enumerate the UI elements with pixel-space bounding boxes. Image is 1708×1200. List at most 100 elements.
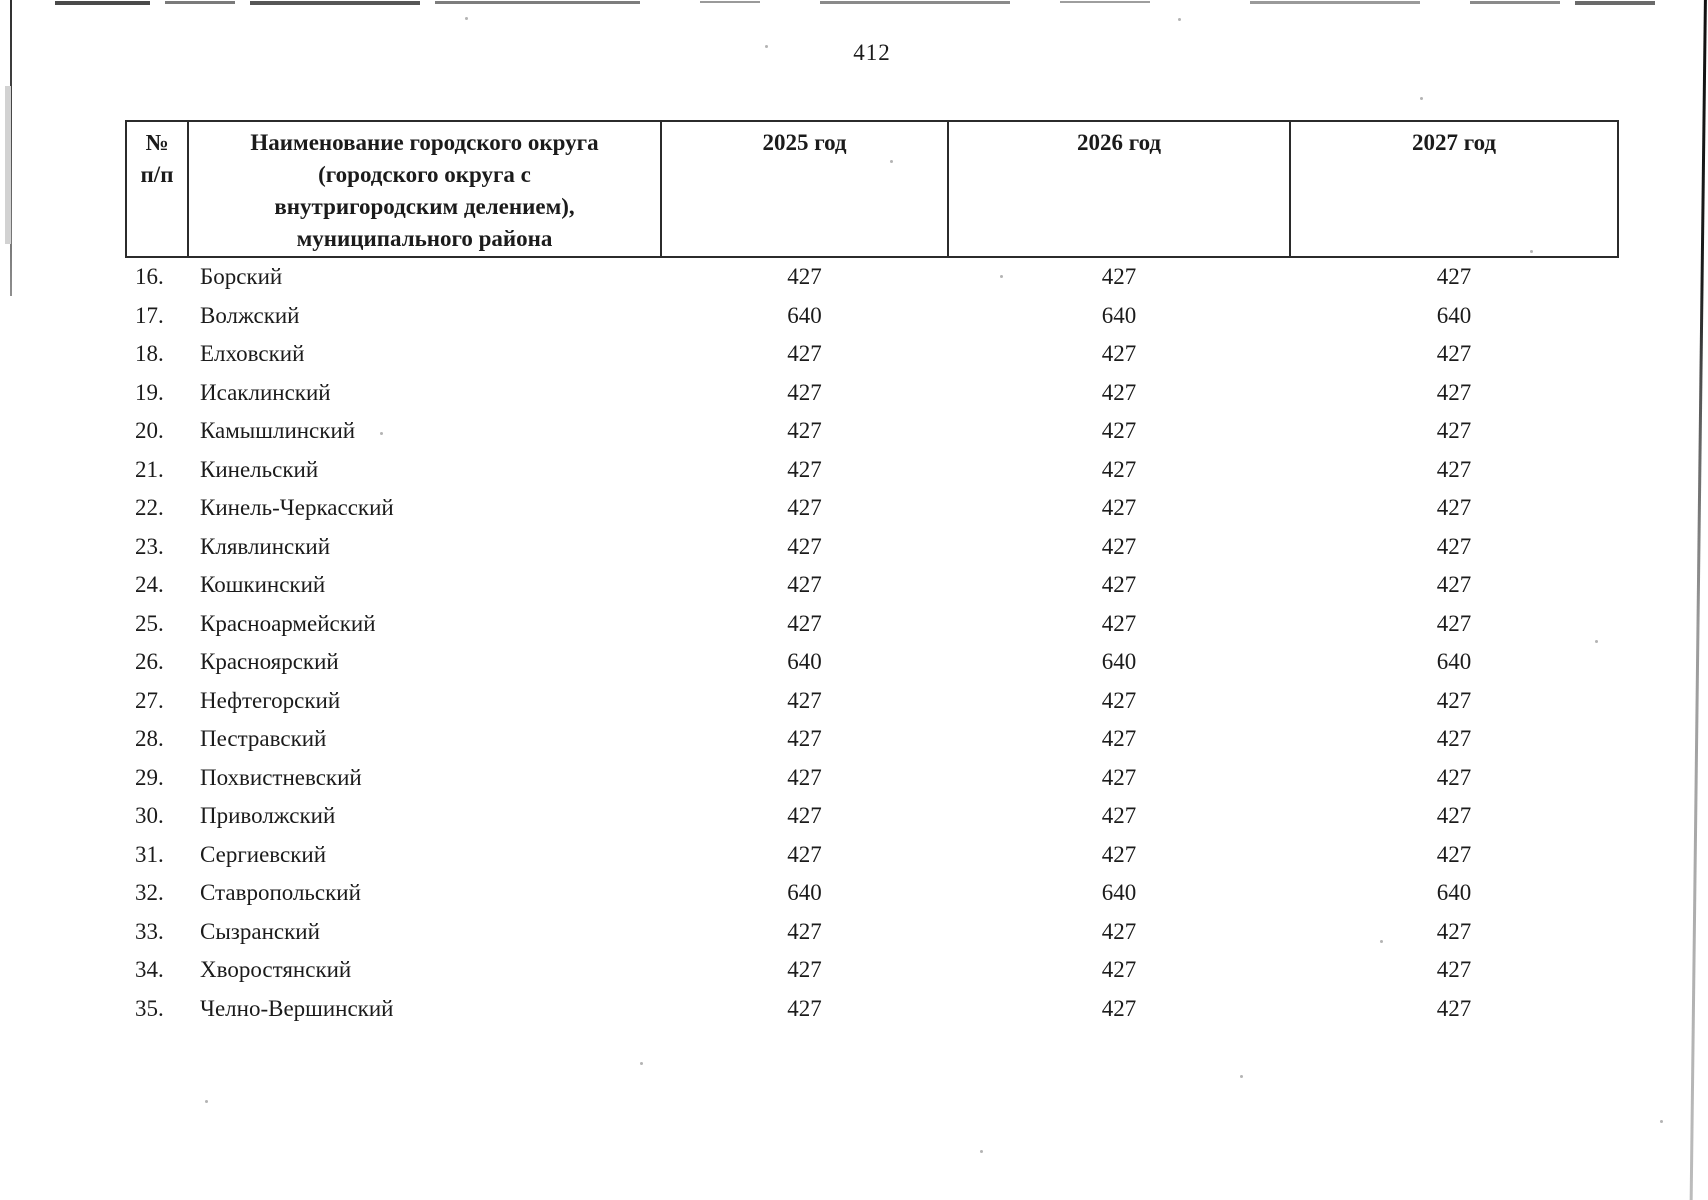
row-number: 25. bbox=[135, 610, 164, 636]
district-name: Кинель-Черкасский bbox=[200, 495, 394, 521]
row-number: 29. bbox=[135, 764, 164, 790]
value-2025: 427 bbox=[787, 841, 822, 867]
value-2026: 427 bbox=[1101, 533, 1137, 559]
district-name: Кинельский bbox=[200, 456, 319, 482]
row-number: 17. bbox=[135, 302, 164, 328]
value-2027: 427 bbox=[1436, 764, 1472, 790]
table-row: 17. Волжский 640 640 640 bbox=[126, 297, 1618, 336]
scan-speck bbox=[980, 1150, 983, 1153]
scan-speck bbox=[1420, 97, 1423, 100]
value-2027: 427 bbox=[1436, 841, 1472, 867]
district-name: Приволжский bbox=[200, 803, 336, 829]
value-2027: 427 bbox=[1436, 918, 1472, 944]
district-name: Челно-Вершинский bbox=[200, 995, 394, 1021]
dash-segment bbox=[165, 1, 235, 4]
value-2027: 427 bbox=[1436, 418, 1472, 444]
row-number: 24. bbox=[135, 572, 164, 598]
table-row: 21. Кинельский 427 427 427 bbox=[126, 451, 1618, 490]
value-2026: 427 bbox=[1101, 957, 1137, 983]
value-2026: 427 bbox=[1101, 687, 1137, 713]
value-2027: 427 bbox=[1436, 495, 1472, 521]
value-2025: 427 bbox=[787, 341, 822, 367]
scan-speck bbox=[765, 45, 768, 48]
district-name: Похвистневский bbox=[200, 764, 362, 790]
value-2026: 427 bbox=[1101, 918, 1137, 944]
col-header-2026: 2026 год bbox=[947, 120, 1291, 258]
value-2027: 427 bbox=[1436, 572, 1472, 598]
table-row: 18. Елховский 427 427 427 bbox=[126, 335, 1618, 374]
dash-segment bbox=[1250, 1, 1420, 4]
scan-speck bbox=[465, 17, 468, 20]
value-2025: 427 bbox=[787, 610, 822, 636]
table-header-row: № п/п Наименование городского округа (го… bbox=[125, 120, 1619, 258]
value-2027: 640 bbox=[1436, 302, 1472, 328]
table-row: 34. Хворостянский 427 427 427 bbox=[126, 951, 1618, 990]
table-row: 28. Пестравский 427 427 427 bbox=[126, 720, 1618, 759]
value-2027: 427 bbox=[1436, 379, 1472, 405]
row-number: 27. bbox=[135, 687, 164, 713]
value-2027: 427 bbox=[1436, 264, 1472, 290]
district-name: Ставропольский bbox=[200, 880, 361, 906]
table-row: 16. Борский 427 427 427 bbox=[126, 257, 1618, 297]
district-name: Сергиевский bbox=[200, 841, 327, 867]
col-header-name: Наименование городского округа (городско… bbox=[187, 120, 662, 258]
row-number: 22. bbox=[135, 495, 164, 521]
dash-segment bbox=[55, 1, 150, 5]
table-row: 26. Красноярский 640 640 640 bbox=[126, 643, 1618, 682]
value-2025: 427 bbox=[787, 456, 822, 482]
value-2027: 640 bbox=[1436, 649, 1472, 675]
dash-segment bbox=[1575, 1, 1655, 5]
district-name: Красноярский bbox=[200, 649, 339, 675]
scan-artifact-left-edge bbox=[10, 0, 12, 296]
value-2026: 427 bbox=[1101, 610, 1137, 636]
row-number: 16. bbox=[135, 264, 164, 290]
row-number: 34. bbox=[135, 957, 164, 983]
value-2025: 427 bbox=[787, 726, 822, 752]
row-number: 18. bbox=[135, 341, 164, 367]
value-2027: 427 bbox=[1436, 456, 1472, 482]
district-name: Пестравский bbox=[200, 726, 327, 752]
table-row: 30. Приволжский 427 427 427 bbox=[126, 797, 1618, 836]
districts-table: № п/п Наименование городского округа (го… bbox=[125, 120, 1619, 1028]
scan-speck bbox=[1000, 275, 1003, 278]
table-row: 35. Челно-Вершинский 427 427 427 bbox=[126, 990, 1618, 1029]
row-number: 31. bbox=[135, 841, 164, 867]
scan-speck bbox=[205, 1100, 208, 1103]
scan-speck bbox=[1240, 1075, 1243, 1078]
scan-speck bbox=[1380, 940, 1383, 943]
row-number: 20. bbox=[135, 418, 164, 444]
value-2025: 427 bbox=[787, 803, 822, 829]
col-header-num: № п/п bbox=[125, 120, 189, 258]
row-number: 33. bbox=[135, 918, 164, 944]
value-2027: 427 bbox=[1436, 957, 1472, 983]
district-name: Сызранский bbox=[200, 918, 320, 944]
table-row: 27. Нефтегорский 427 427 427 bbox=[126, 682, 1618, 721]
value-2026: 427 bbox=[1101, 456, 1137, 482]
table-row: 31. Сергиевский 427 427 427 bbox=[126, 836, 1618, 875]
district-name: Елховский bbox=[200, 341, 305, 367]
district-name: Камышлинский bbox=[200, 418, 356, 444]
value-2025: 427 bbox=[787, 379, 822, 405]
district-name: Клявлинский bbox=[200, 533, 331, 559]
scan-speck bbox=[380, 432, 383, 435]
scan-speck bbox=[1595, 640, 1598, 643]
value-2027: 427 bbox=[1436, 803, 1472, 829]
table-row: 20. Камышлинский 427 427 427 bbox=[126, 412, 1618, 451]
scan-artifact-left-edge-band bbox=[5, 86, 11, 244]
table-row: 33. Сызранский 427 427 427 bbox=[126, 913, 1618, 952]
value-2026: 427 bbox=[1101, 495, 1137, 521]
row-number: 32. bbox=[135, 880, 164, 906]
col-header-2027: 2027 год bbox=[1289, 120, 1619, 258]
value-2025: 640 bbox=[787, 649, 822, 675]
value-2025: 427 bbox=[787, 264, 822, 290]
value-2026: 427 bbox=[1101, 418, 1137, 444]
value-2026: 640 bbox=[1101, 649, 1137, 675]
district-name: Борский bbox=[200, 264, 283, 290]
table-row: 32. Ставропольский 640 640 640 bbox=[126, 874, 1618, 913]
value-2027: 427 bbox=[1436, 533, 1472, 559]
value-2025: 640 bbox=[787, 302, 822, 328]
dash-segment bbox=[250, 1, 420, 5]
district-name: Исаклинский bbox=[200, 379, 331, 405]
district-name: Хворостянский bbox=[200, 957, 352, 983]
